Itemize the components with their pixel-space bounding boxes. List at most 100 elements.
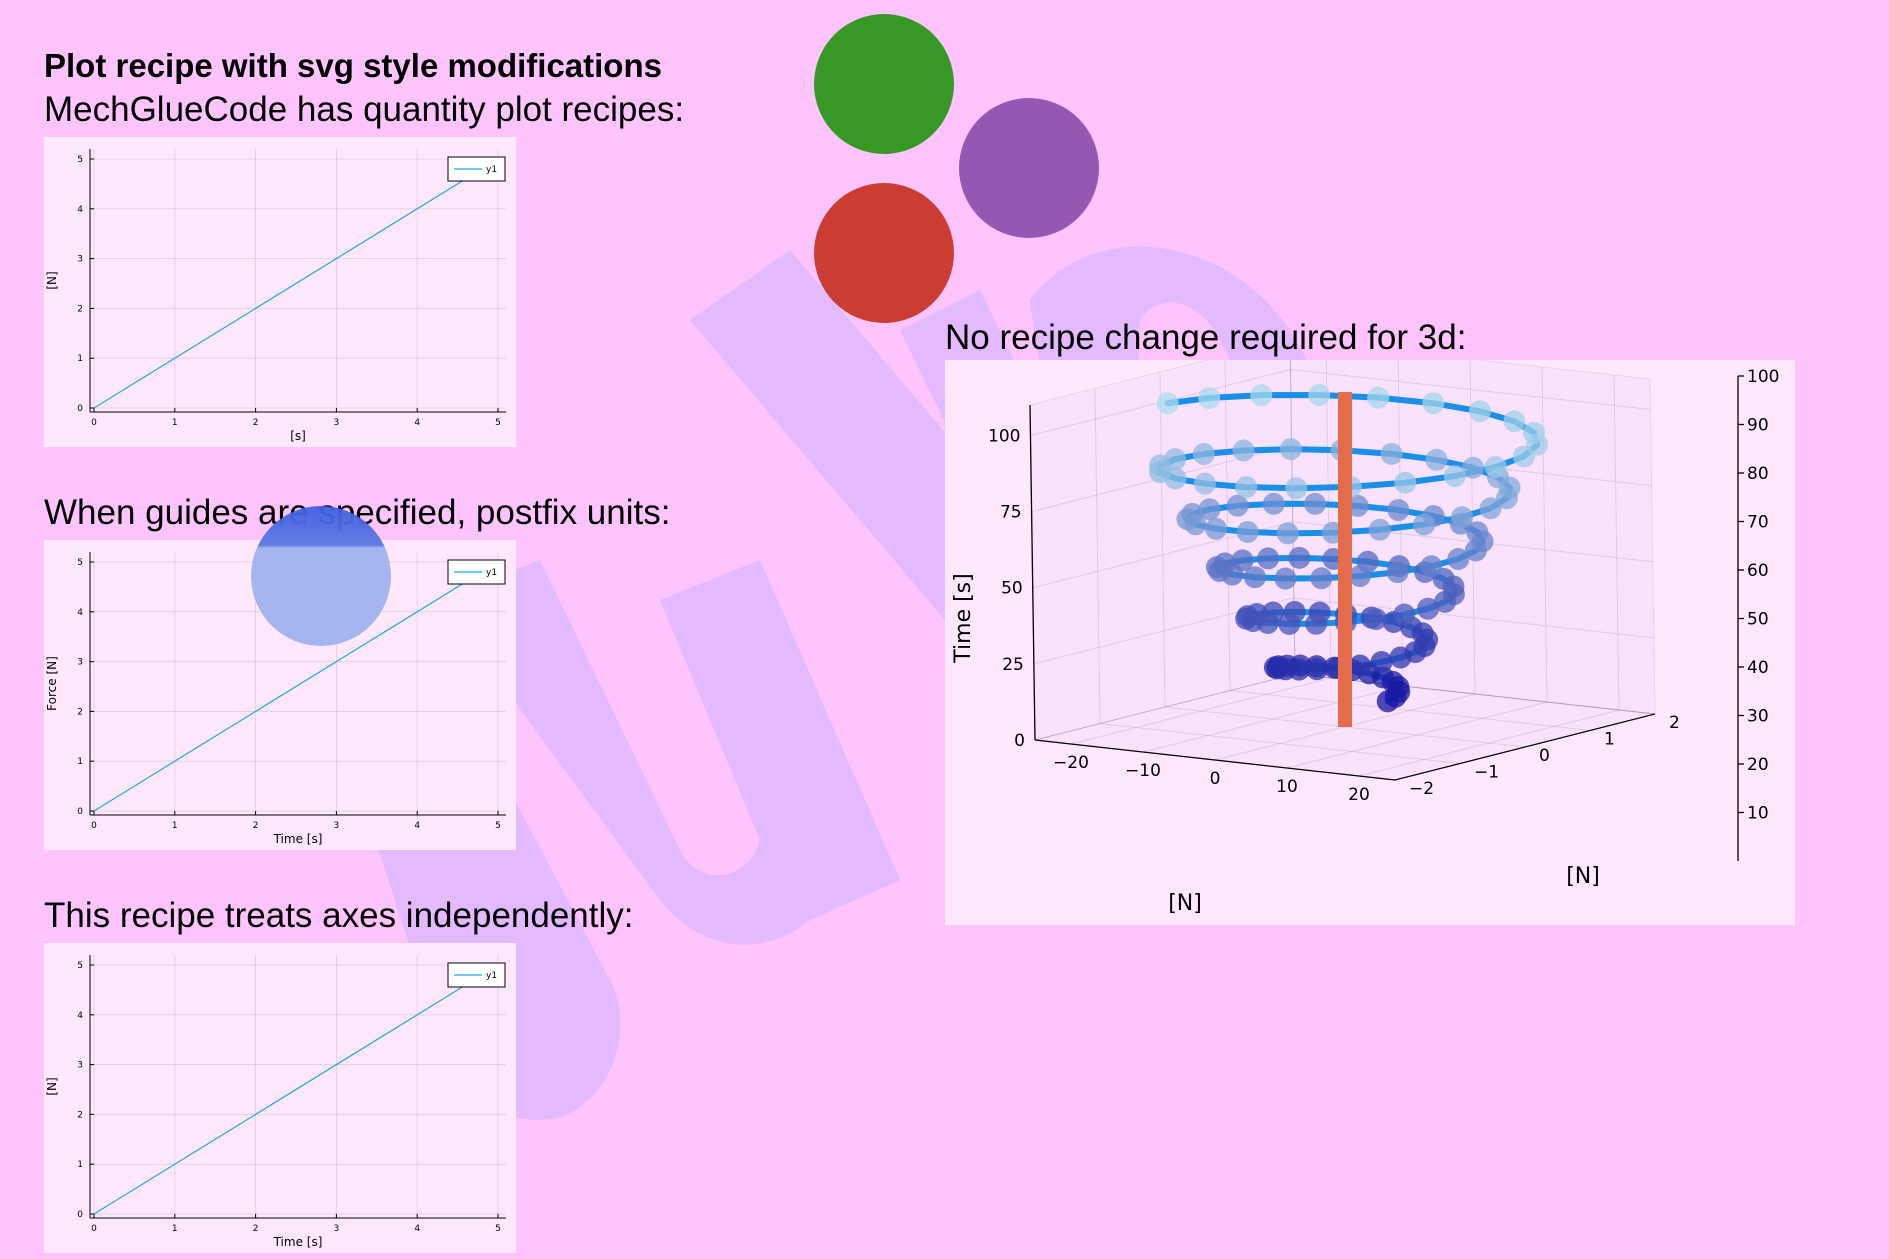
helix-marker (1413, 513, 1436, 536)
colorbar-tick-label: 20 (1747, 755, 1769, 775)
legend-entry: y1 (486, 165, 497, 175)
helix-marker (1484, 456, 1507, 479)
helix-marker (1288, 658, 1311, 681)
y-axis-label: [N] (1566, 864, 1600, 889)
x-axis-label: Time [s] (273, 832, 323, 846)
series-line-y1 (93, 158, 499, 409)
helix-marker (1279, 438, 1302, 461)
logo-red-dot (814, 183, 954, 323)
helix-marker (1310, 567, 1333, 590)
helix-marker (1447, 547, 1470, 570)
y-tick-label: 1 (77, 354, 83, 364)
helix-marker (1451, 506, 1474, 529)
y-tick-label: 0 (77, 1210, 83, 1220)
x-tick-label: 1 (172, 418, 178, 428)
x-tick-label: 1 (172, 1224, 178, 1234)
y-tick-label: 3 (77, 1061, 83, 1071)
y-gridline (1224, 360, 1231, 691)
helix-marker (1276, 522, 1299, 545)
helix-marker (1250, 384, 1273, 407)
series-line-y1 (93, 964, 499, 1215)
section-caption-4: No recipe change required for 3d: (945, 318, 1467, 357)
x-axis-label: [s] (290, 429, 306, 443)
y-tick-label: 4 (77, 1011, 83, 1021)
x-tick-label: −10 (1125, 761, 1161, 781)
page-title: Plot recipe with svg style modifications (44, 47, 662, 84)
vertical-bar (1338, 392, 1352, 727)
x-tick-label: 3 (334, 821, 340, 831)
legend: y1 (447, 962, 506, 988)
x-gridline (1070, 677, 1332, 745)
x-tick-label: 0 (91, 1224, 97, 1234)
x-tick-label: 5 (495, 821, 501, 831)
helix-marker (1422, 392, 1445, 415)
x-axis-label: [N] (1168, 891, 1202, 916)
y-gridline (1094, 388, 1101, 724)
helix-marker (1462, 456, 1485, 479)
helix-marker (1232, 439, 1255, 462)
helix-marker (1285, 477, 1308, 500)
helix-marker (1386, 561, 1409, 584)
z-gridline (1293, 597, 1654, 639)
x-tick-label: 4 (414, 1224, 420, 1234)
section-caption-3: This recipe treats axes independently: (44, 896, 634, 935)
colorbar-tick-label: 10 (1747, 804, 1769, 824)
helix-marker (1305, 612, 1328, 635)
colorbar-tick-label: 100 (1747, 367, 1779, 387)
x-tick-label: 1 (172, 821, 178, 831)
z-tick-label: 0 (1014, 731, 1025, 751)
helix-marker (1522, 421, 1545, 444)
y-axis-label: Force [N] (45, 656, 59, 711)
logo-purple-dot (959, 98, 1099, 238)
legend-entry: y1 (486, 568, 497, 578)
y-tick-label: 5 (77, 558, 83, 568)
helix-marker (1468, 400, 1491, 423)
x-tick-label: 0 (91, 418, 97, 428)
y-tick-label: 3 (77, 658, 83, 668)
x-tick-label: 2 (253, 821, 259, 831)
colorbar-tick-label: 40 (1747, 658, 1769, 678)
y-axis-label: [N] (45, 271, 59, 289)
legend: y1 (447, 559, 506, 585)
chart-2: 0 1 2 3 4 5 0 1 2 3 4 5 Time [s] Force [N] y1 (45, 552, 506, 846)
helix-marker (1393, 603, 1416, 626)
colorbar-tick-label: 50 (1747, 610, 1769, 630)
y-tick-label: 2 (77, 1110, 83, 1120)
helix-marker (1221, 563, 1244, 586)
y-tick-label: 3 (77, 255, 83, 265)
helix-marker (1380, 442, 1403, 465)
helix-marker (1288, 546, 1311, 569)
x-tick-label: 5 (495, 1224, 501, 1234)
section-caption-1: MechGlueCode has quantity plot recipes: (44, 90, 685, 129)
logo-green-dot (814, 14, 954, 154)
helix-marker (1367, 386, 1390, 409)
x-tick-label: 4 (414, 418, 420, 428)
z-tick-label: 100 (988, 426, 1020, 446)
colorbar-tick-label: 80 (1747, 464, 1769, 484)
helix-marker (1305, 658, 1328, 681)
y-axis-label: [N] (45, 1077, 59, 1095)
helix-marker (1348, 565, 1371, 588)
z-tick-label: 50 (1001, 579, 1023, 599)
series-line-y1 (93, 561, 499, 812)
z-axis (1029, 404, 1036, 741)
x-tick-label: 10 (1276, 777, 1298, 797)
colorbar-tick-label: 70 (1747, 513, 1769, 533)
chart-panel-3d: −20 −10 0 10 20 −2 −1 0 1 2 0 25 50 75 100 [N] [N] Time [… (945, 360, 1795, 925)
z-tick-label: 75 (1000, 503, 1022, 523)
x-tick-label: 3 (334, 1224, 340, 1234)
y-tick-label: 0 (1539, 746, 1550, 766)
helix-marker (1198, 498, 1221, 521)
y-gridline (1159, 371, 1166, 708)
y-tick-label: 0 (77, 404, 83, 414)
x-axis (1034, 739, 1396, 781)
helix-marker (1466, 521, 1489, 544)
z-gridline (1034, 673, 1296, 741)
helix-marker (1226, 494, 1249, 517)
chart-3: 0 1 2 3 4 5 0 1 2 3 4 5 Time [s] [N] y1 (45, 955, 506, 1249)
y-tick-label: 1 (77, 1160, 83, 1170)
y-tick-label: 0 (77, 807, 83, 817)
x-tick-label: 2 (253, 1224, 259, 1234)
helix-marker (1503, 410, 1526, 433)
helix-marker (1303, 492, 1326, 515)
